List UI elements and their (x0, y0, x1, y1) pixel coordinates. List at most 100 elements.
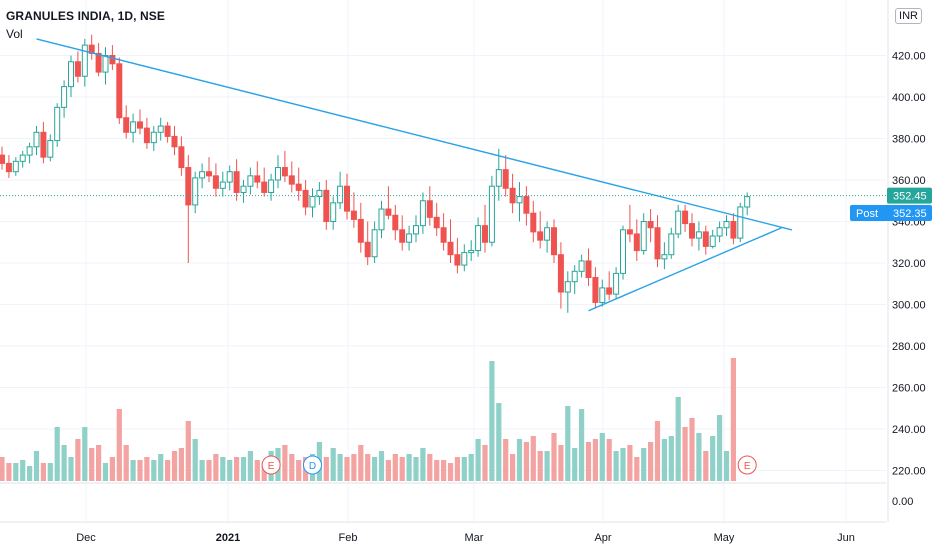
time-tick-label: Mar (465, 532, 484, 544)
candle-body (281, 167, 288, 177)
candle-body (447, 241, 454, 256)
candle-body (516, 196, 523, 204)
candle-body (523, 196, 530, 214)
candle-body (557, 254, 564, 293)
candle-body (723, 221, 730, 229)
time-tick-label: Jun (837, 532, 855, 544)
volume-bar (503, 439, 509, 481)
candle-body (399, 229, 406, 243)
time-tick-label: 2021 (216, 532, 240, 544)
candle-body (364, 241, 371, 258)
volume-bar (641, 448, 647, 481)
candle-body (744, 196, 751, 208)
volume-bar (565, 406, 571, 481)
candle-body (233, 171, 240, 193)
candle-body (495, 169, 502, 187)
volume-bar (454, 457, 460, 481)
candle-body (640, 221, 647, 252)
volume-bar (613, 451, 619, 481)
price-tick-label: 360.00 (892, 175, 926, 187)
volume-bar (420, 448, 426, 481)
volume-bar (116, 409, 122, 481)
time-tick-label: Feb (339, 532, 358, 544)
volume-bar (178, 448, 184, 481)
price-tick-label: 280.00 (892, 341, 926, 353)
candle-body (68, 61, 74, 88)
candle-body (406, 233, 413, 243)
candle-body (571, 270, 578, 283)
volume-label[interactable]: Vol (6, 27, 23, 41)
volume-bar (385, 460, 391, 481)
volume-bar (489, 361, 495, 481)
currency-badge[interactable]: INR (895, 8, 922, 24)
candle-body (12, 160, 19, 173)
candle-body (502, 169, 509, 189)
volume-bar (82, 427, 88, 481)
event-marker (261, 455, 281, 475)
symbol-title[interactable]: GRANULES INDIA, 1D, NSE (6, 9, 165, 23)
candle-body (344, 185, 350, 212)
volume-bar (47, 463, 53, 481)
candle-body (123, 117, 130, 133)
candle-body (537, 231, 544, 241)
volume-bar (537, 451, 543, 481)
volume-bar (165, 460, 171, 481)
volume-bar (461, 457, 467, 481)
candle-body (288, 175, 295, 185)
volume-bar (675, 397, 681, 481)
volume-bar (344, 457, 350, 481)
candle-body (357, 218, 364, 243)
volume-bar (6, 463, 12, 481)
volume-bar (109, 457, 115, 481)
candle-body (385, 208, 392, 216)
candle-body (661, 254, 668, 260)
volume-bar (599, 433, 605, 481)
candle-body (730, 221, 737, 239)
candle-body (171, 135, 178, 148)
volume-bar (427, 454, 433, 481)
volume-bar (330, 448, 336, 481)
volume-bar (551, 433, 557, 481)
volume-bar (144, 457, 150, 481)
candle-body (454, 254, 461, 266)
candle-body (599, 287, 606, 303)
volume-bar (475, 439, 481, 481)
candle-body (626, 229, 633, 235)
volume-bar (434, 460, 440, 481)
volume-bar (572, 448, 578, 481)
candle-body (157, 125, 164, 133)
candle-body (668, 233, 675, 256)
volume-bar (337, 454, 343, 481)
volume-bar (40, 463, 46, 481)
time-tick-label: Apr (594, 532, 611, 544)
volume-bar (654, 421, 661, 481)
volume-bar (171, 451, 178, 481)
volume-bar (523, 442, 529, 481)
candle-body (585, 260, 592, 279)
candle-body (544, 227, 551, 241)
candle-body (695, 231, 702, 239)
volume-bar (351, 454, 357, 481)
volume-bar (61, 445, 67, 481)
candle-body (330, 202, 337, 222)
candle-body (102, 55, 109, 73)
candle-body (613, 272, 620, 295)
volume-bar (696, 433, 702, 481)
candle-body (633, 233, 640, 252)
candle-body (551, 227, 557, 256)
price-tick-label: 220.00 (892, 466, 926, 478)
candle-body (178, 146, 185, 169)
volume-bar (530, 436, 536, 481)
volume-bar (158, 454, 164, 481)
event-label: D (309, 461, 316, 472)
candle-body (316, 189, 323, 198)
candle-body (150, 131, 157, 144)
candle-body (5, 162, 12, 173)
candle-body (192, 177, 199, 206)
volume-bar (668, 436, 674, 481)
volume-bar (482, 445, 488, 481)
post-price-badge (850, 205, 932, 221)
volume-bar (220, 457, 226, 481)
candle-body (654, 227, 661, 260)
